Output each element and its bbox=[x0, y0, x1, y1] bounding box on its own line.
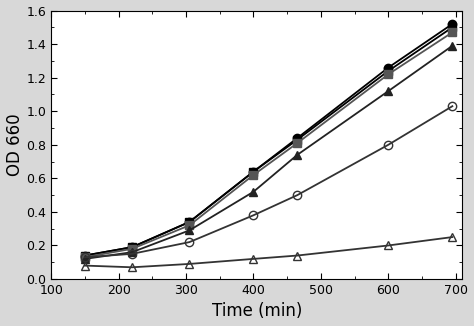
X-axis label: Time (min): Time (min) bbox=[212, 303, 302, 320]
Y-axis label: OD 660: OD 660 bbox=[6, 113, 24, 176]
